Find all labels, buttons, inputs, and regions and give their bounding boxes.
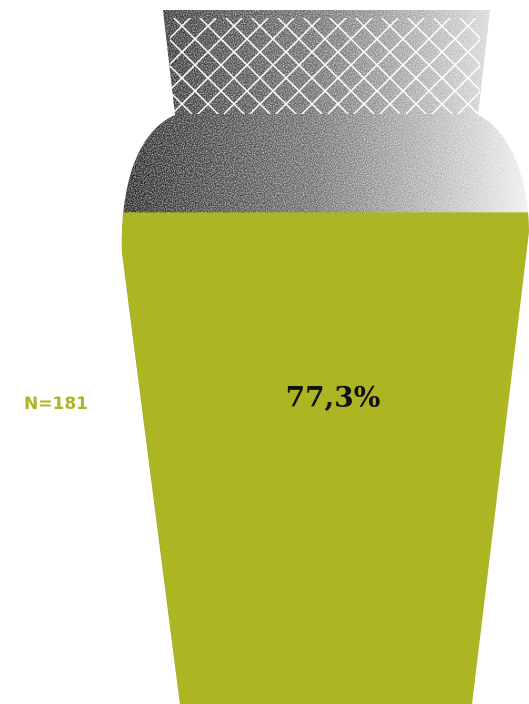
neck-lattice (170, 18, 480, 114)
vase (121, 10, 529, 704)
sample-size: N=181 (24, 394, 88, 414)
value-label: 77,3% (286, 381, 381, 414)
fill-level (121, 212, 529, 704)
